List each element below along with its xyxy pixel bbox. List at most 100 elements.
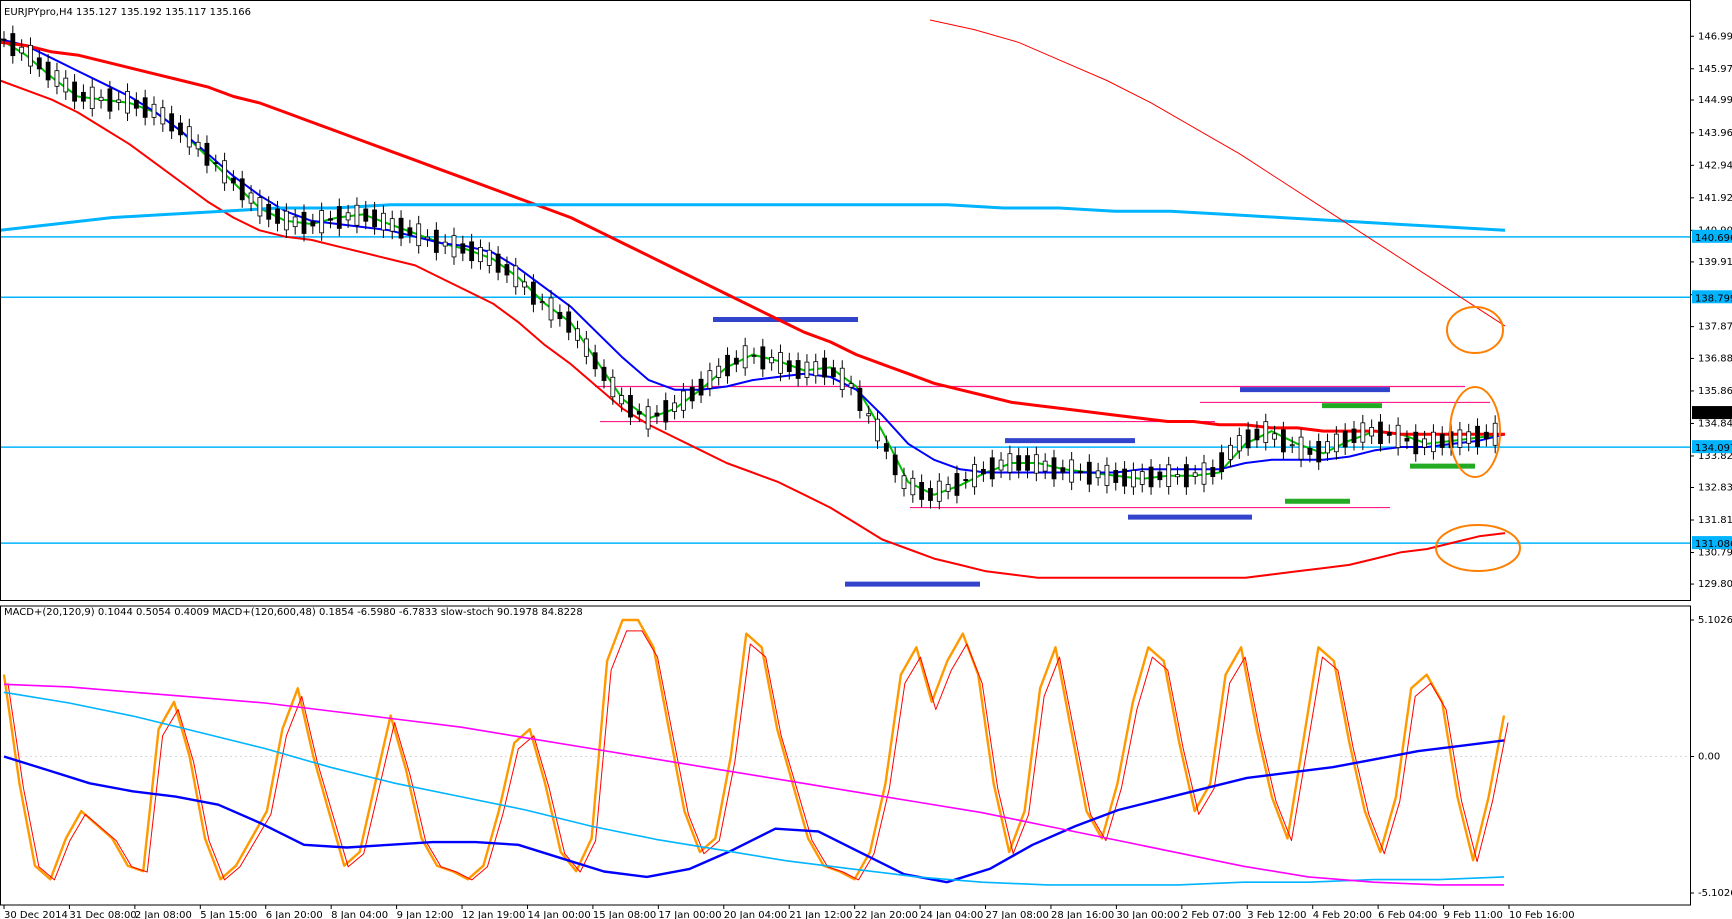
candle-body bbox=[292, 216, 298, 228]
candle-body bbox=[716, 365, 722, 378]
candle-body bbox=[1272, 433, 1277, 440]
candle-body bbox=[1042, 460, 1048, 472]
y-tick-label: 136.880 bbox=[1698, 353, 1732, 364]
candle-body bbox=[839, 367, 845, 390]
candle-body bbox=[1263, 421, 1269, 443]
x-tick-label: 28 Jan 16:00 bbox=[1051, 910, 1114, 919]
candle-body bbox=[1113, 470, 1119, 483]
candle-body bbox=[513, 265, 519, 288]
candle-body bbox=[592, 352, 598, 370]
price-frame bbox=[0, 0, 1691, 601]
candle-body bbox=[619, 395, 625, 405]
candle-body bbox=[998, 459, 1004, 471]
candle-body bbox=[1, 38, 7, 41]
candle-body bbox=[1060, 467, 1066, 473]
candle-body bbox=[460, 243, 466, 254]
price-label-box bbox=[1692, 536, 1732, 550]
candle-body bbox=[1386, 432, 1392, 436]
candle-body bbox=[363, 208, 369, 222]
y-tick-label: 134.840 bbox=[1698, 418, 1732, 429]
x-tick-label: 20 Jan 04:00 bbox=[724, 910, 787, 919]
candle-body bbox=[1316, 441, 1322, 463]
price-label: 140.696 bbox=[1695, 233, 1732, 244]
price-label-box bbox=[1692, 406, 1732, 420]
candle-body bbox=[266, 203, 272, 220]
candle-body bbox=[469, 241, 475, 262]
sub-y-tick-label: 0.00 bbox=[1698, 752, 1720, 763]
candle-body bbox=[1483, 431, 1489, 439]
candle-body bbox=[433, 229, 439, 253]
candle-body bbox=[1069, 459, 1075, 483]
x-tick-label: 31 Dec 08:00 bbox=[69, 910, 136, 919]
candle-body bbox=[822, 357, 827, 378]
candle-body bbox=[1457, 429, 1463, 448]
candle-body bbox=[848, 383, 854, 388]
indicator-line bbox=[3, 739, 1505, 884]
candle-body bbox=[389, 218, 395, 232]
candle-body bbox=[1342, 430, 1348, 448]
y-tick-label: 141.920 bbox=[1698, 193, 1732, 204]
candle-body bbox=[1228, 444, 1233, 460]
candle-body bbox=[1466, 431, 1472, 444]
indicator-title: MACD+(20,120,9) 0.1044 0.5054 0.4009 MAC… bbox=[4, 607, 583, 618]
x-tick-label: 15 Jan 08:00 bbox=[593, 910, 656, 919]
candle-body bbox=[345, 212, 351, 221]
candle-body bbox=[689, 386, 695, 402]
candle-body bbox=[381, 212, 386, 231]
candle-body bbox=[248, 192, 254, 204]
candle-body bbox=[36, 57, 42, 70]
candle-body bbox=[698, 378, 704, 396]
candle-body bbox=[160, 107, 166, 125]
candle-body bbox=[239, 178, 245, 201]
candle-body bbox=[63, 77, 69, 93]
y-tick-label: 143.960 bbox=[1698, 128, 1732, 139]
candle-body bbox=[1157, 471, 1163, 481]
annotation-circle bbox=[1449, 386, 1501, 478]
candle-body bbox=[486, 249, 492, 266]
candle-body bbox=[575, 328, 580, 341]
candle-body bbox=[1210, 467, 1216, 477]
candle-body bbox=[1422, 438, 1427, 448]
indicator-line bbox=[2, 618, 1506, 881]
price-label: 134.097 bbox=[1695, 443, 1732, 454]
candle-body bbox=[407, 227, 413, 236]
price-label-box bbox=[1692, 290, 1732, 304]
x-tick-label: 30 Jan 00:00 bbox=[1116, 910, 1179, 919]
price-series-line bbox=[929, 19, 1506, 327]
sub-y-tick-label: -5.1026 bbox=[1698, 888, 1732, 899]
candle-body bbox=[751, 355, 757, 357]
candle-body bbox=[901, 475, 907, 489]
candle-body bbox=[107, 88, 113, 112]
candle-body bbox=[654, 412, 660, 417]
candle-body bbox=[681, 390, 686, 411]
candle-body bbox=[1254, 428, 1260, 441]
candle-body bbox=[54, 70, 60, 87]
candle-body bbox=[1104, 464, 1110, 486]
candle-body bbox=[531, 281, 536, 305]
candle-body bbox=[372, 209, 377, 228]
candle-body bbox=[875, 418, 880, 442]
indicator-line bbox=[3, 691, 1505, 886]
candle-body bbox=[1431, 431, 1436, 453]
x-tick-label: 22 Jan 20:00 bbox=[855, 910, 918, 919]
candle-body bbox=[1007, 453, 1013, 473]
candle-body bbox=[795, 360, 801, 379]
candle-body bbox=[354, 204, 360, 226]
candle-body bbox=[1122, 468, 1127, 487]
price-label: 135.166 bbox=[1695, 409, 1732, 420]
candle-body bbox=[151, 103, 157, 118]
y-tick-label: 135.860 bbox=[1698, 386, 1732, 397]
candle-body bbox=[981, 468, 986, 475]
candle-body bbox=[186, 126, 192, 148]
candle-body bbox=[742, 345, 748, 369]
candle-body bbox=[954, 473, 960, 496]
candle-body bbox=[10, 33, 16, 57]
candle-body bbox=[1183, 464, 1189, 488]
candle-body bbox=[831, 367, 836, 378]
x-tick-label: 5 Jan 15:00 bbox=[200, 910, 257, 919]
candle-body bbox=[522, 281, 527, 288]
candle-body bbox=[495, 253, 501, 273]
candle-body bbox=[945, 484, 951, 492]
